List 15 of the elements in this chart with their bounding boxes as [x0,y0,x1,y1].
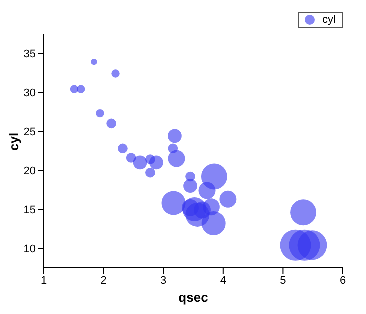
x-axis-title: qsec [178,290,208,305]
y-axis-title: cyl [6,132,22,151]
x-tick-label: 6 [340,274,346,287]
x-tick-label: 2 [100,274,107,287]
x-tick-label: 3 [160,274,167,287]
x-tick-label: 1 [40,274,48,287]
x-tick-label: 4 [220,274,226,287]
y-tick-label: 25 [24,126,36,138]
legend-label: cyl [322,14,336,26]
x-tick-label: 5 [280,274,286,287]
y-tick-label: 35 [24,48,36,60]
y-tick-label: 20 [24,165,36,178]
y-tick-label: 30 [24,87,36,100]
y-tick-label: 10 [24,243,36,256]
y-tick-label: 15 [24,204,36,216]
